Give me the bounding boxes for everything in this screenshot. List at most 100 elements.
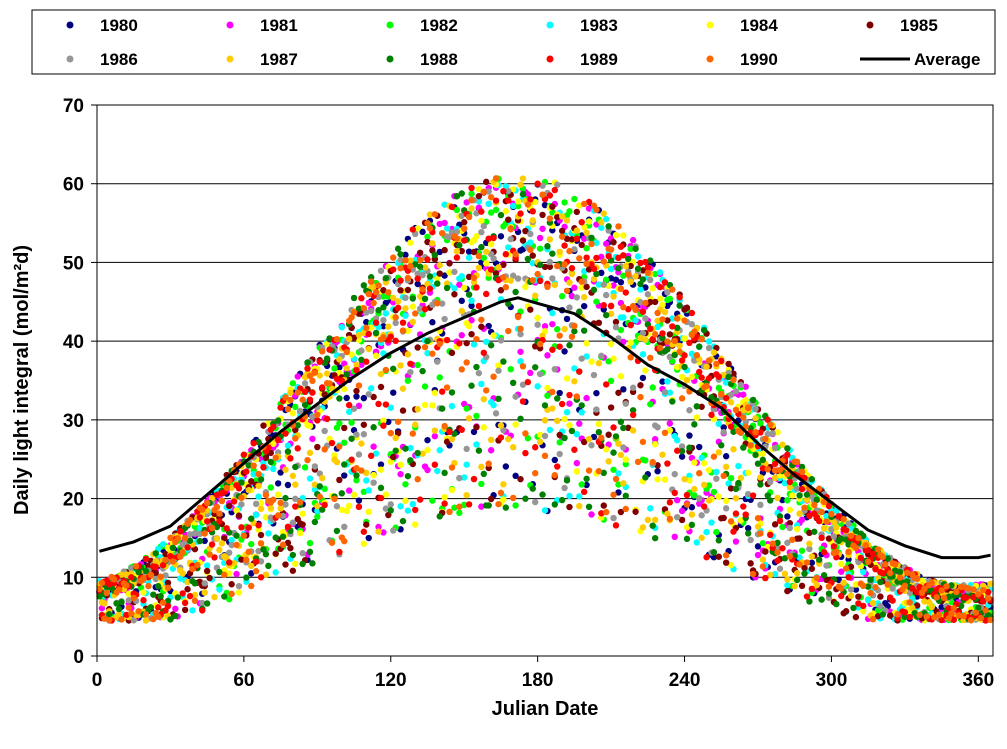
data-point-1986 — [686, 407, 693, 414]
data-point-1990 — [615, 223, 622, 230]
data-point-1990 — [578, 278, 585, 285]
data-point-1980 — [284, 481, 292, 489]
data-point-1990 — [642, 299, 649, 307]
data-point-1990 — [240, 532, 248, 539]
data-point-1989 — [407, 360, 414, 367]
data-point-1989 — [377, 494, 385, 502]
data-point-1980 — [341, 472, 348, 479]
data-point-1989 — [842, 526, 850, 534]
data-point-1988 — [431, 251, 439, 259]
data-point-1985 — [727, 485, 735, 492]
data-point-1983 — [485, 200, 492, 208]
data-point-1988 — [620, 424, 627, 432]
data-point-1984 — [140, 589, 147, 596]
data-point-1989 — [889, 597, 896, 604]
data-point-1988 — [118, 598, 125, 606]
data-point-1984 — [377, 466, 385, 473]
data-point-1990 — [789, 536, 796, 543]
data-point-1987 — [480, 395, 487, 403]
data-point-1987 — [370, 283, 377, 290]
data-point-1990 — [135, 608, 142, 615]
data-point-1984 — [461, 284, 468, 291]
data-point-1985 — [458, 247, 465, 255]
data-point-1989 — [607, 302, 615, 310]
data-point-1986 — [722, 505, 730, 512]
data-point-1988 — [776, 513, 784, 520]
data-point-1982 — [306, 539, 314, 547]
data-point-1986 — [186, 531, 194, 538]
data-point-1986 — [402, 294, 409, 302]
data-point-1988 — [475, 447, 483, 454]
data-point-1988 — [764, 492, 771, 499]
data-point-1982 — [225, 596, 233, 603]
data-point-1981 — [603, 240, 610, 247]
data-point-1989 — [678, 357, 686, 364]
data-point-1986 — [610, 514, 617, 522]
data-point-1986 — [828, 525, 835, 533]
y-axis-title: Daily light integral (mol/m²d) — [11, 245, 33, 515]
data-point-1984 — [348, 351, 355, 358]
data-point-1984 — [514, 198, 522, 205]
data-point-1983 — [693, 539, 700, 546]
data-point-1990 — [740, 414, 747, 421]
data-point-1987 — [698, 534, 705, 541]
data-point-1988 — [639, 276, 647, 283]
legend-swatch-1983 — [546, 21, 554, 29]
data-point-1988 — [382, 274, 390, 282]
data-point-1990 — [463, 359, 470, 366]
data-point-1981 — [666, 420, 674, 427]
data-point-1987 — [928, 603, 935, 611]
data-point-1984 — [673, 363, 681, 371]
data-point-1989 — [348, 456, 355, 463]
data-point-1989 — [784, 451, 791, 458]
data-point-1986 — [534, 321, 541, 328]
data-point-1982 — [607, 377, 615, 385]
data-point-1987 — [228, 484, 235, 492]
data-point-1984 — [424, 446, 431, 454]
data-point-1986 — [128, 564, 135, 572]
data-point-1988 — [524, 255, 532, 263]
data-point-1985 — [612, 318, 620, 326]
data-point-1983 — [483, 338, 490, 345]
data-point-1987 — [509, 443, 517, 451]
data-point-1990 — [162, 556, 169, 564]
data-point-1989 — [223, 525, 230, 532]
data-point-1990 — [304, 456, 311, 464]
data-point-1982 — [353, 477, 360, 484]
data-point-1989 — [962, 594, 970, 601]
data-point-1985 — [546, 263, 554, 270]
data-point-1985 — [184, 586, 191, 593]
data-point-1990 — [96, 585, 103, 593]
data-point-1984 — [561, 415, 568, 423]
data-point-1984 — [265, 420, 272, 428]
data-point-1985 — [260, 422, 267, 429]
data-point-1989 — [465, 501, 473, 508]
data-point-1983 — [703, 528, 710, 536]
data-point-1990 — [901, 582, 909, 589]
data-point-1985 — [654, 462, 661, 469]
data-point-1987 — [813, 581, 820, 589]
data-point-1990 — [771, 467, 779, 474]
data-point-1981 — [458, 332, 465, 339]
data-point-1988 — [150, 591, 157, 598]
data-point-1989 — [123, 611, 130, 619]
data-point-1989 — [257, 574, 265, 581]
data-point-1985 — [463, 339, 470, 347]
data-point-1983 — [607, 265, 615, 273]
data-point-1988 — [798, 463, 806, 471]
data-point-1989 — [326, 346, 333, 353]
data-point-1989 — [367, 452, 375, 460]
data-point-1990 — [155, 613, 162, 620]
data-point-1986 — [255, 547, 262, 555]
data-point-1986 — [257, 558, 265, 565]
data-point-1988 — [505, 300, 512, 307]
data-point-1984 — [691, 459, 698, 466]
data-point-1989 — [387, 333, 394, 340]
data-point-1987 — [414, 406, 421, 413]
data-point-1985 — [583, 283, 590, 291]
data-point-1980 — [852, 586, 860, 593]
data-point-1985 — [798, 582, 806, 590]
data-point-1982 — [549, 209, 556, 216]
data-point-1990 — [294, 389, 301, 396]
data-point-1985 — [610, 239, 617, 246]
